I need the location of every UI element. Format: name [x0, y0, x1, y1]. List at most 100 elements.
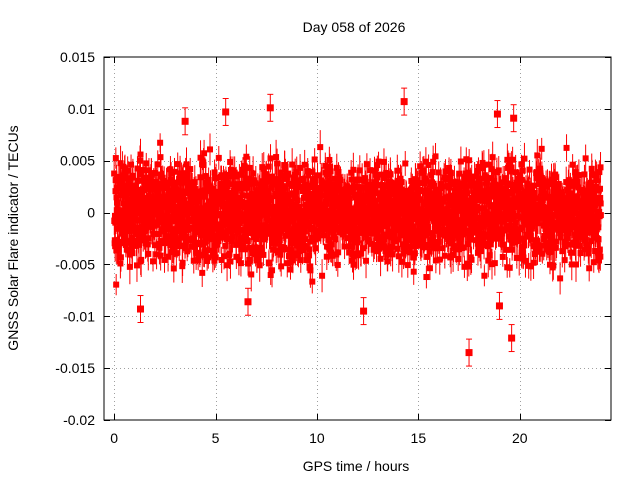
point-marker: [222, 175, 229, 182]
point-marker: [261, 185, 268, 192]
point-marker: [275, 178, 282, 185]
point-marker: [176, 198, 183, 205]
point-marker: [193, 241, 200, 248]
data-point: [272, 166, 279, 193]
point-marker: [170, 265, 177, 272]
point-marker: [223, 184, 230, 191]
data-point: [137, 138, 144, 171]
point-marker: [225, 216, 232, 223]
point-marker: [311, 176, 318, 183]
point-marker: [327, 168, 334, 175]
point-marker: [280, 207, 287, 214]
point-marker: [274, 209, 281, 216]
point-marker: [332, 185, 339, 192]
point-marker: [115, 246, 122, 253]
point-marker: [229, 181, 236, 188]
point-marker: [301, 161, 308, 168]
point-marker: [206, 146, 213, 153]
point-marker: [365, 238, 372, 245]
point-marker: [306, 190, 313, 197]
point-marker: [176, 242, 183, 249]
point-marker: [319, 272, 326, 279]
point-marker: [156, 244, 163, 251]
point-marker: [271, 235, 278, 242]
data-point: [277, 161, 284, 184]
point-marker: [297, 257, 304, 264]
point-marker: [153, 251, 160, 258]
data-point: [117, 248, 124, 279]
point-marker: [165, 192, 172, 199]
point-marker: [195, 257, 202, 264]
point-marker: [129, 172, 136, 179]
point-marker: [244, 223, 251, 230]
point-marker: [281, 162, 288, 169]
data-point: [387, 236, 394, 267]
point-marker: [378, 171, 385, 178]
point-marker: [147, 178, 154, 185]
point-marker: [314, 172, 321, 179]
point-marker: [322, 198, 329, 205]
data-point: [122, 232, 129, 258]
point-marker: [144, 241, 151, 248]
point-marker: [267, 197, 274, 204]
data-point: [205, 246, 212, 269]
point-marker: [126, 263, 133, 270]
point-marker: [256, 212, 263, 219]
point-marker: [181, 227, 188, 234]
data-point: [306, 232, 313, 267]
point-marker: [171, 168, 178, 175]
point-marker: [130, 216, 137, 223]
point-marker: [191, 179, 198, 186]
data-point: [363, 153, 370, 176]
data-point: [145, 237, 152, 271]
point-marker: [118, 192, 125, 199]
data-point: [128, 177, 135, 208]
point-marker: [282, 203, 289, 210]
point-marker: [372, 201, 379, 208]
point-marker: [191, 185, 198, 192]
point-marker: [188, 243, 195, 250]
point-marker: [239, 180, 246, 187]
point-marker: [215, 238, 222, 245]
point-marker: [302, 236, 309, 243]
point-marker: [117, 160, 124, 167]
point-marker: [136, 210, 143, 217]
point-marker: [261, 236, 268, 243]
point-marker: [356, 167, 363, 174]
point-marker: [335, 249, 342, 256]
data-point: [309, 269, 316, 294]
point-marker: [169, 226, 176, 233]
point-marker: [288, 252, 295, 259]
point-marker: [221, 253, 228, 260]
point-marker: [237, 260, 244, 267]
point-marker: [112, 218, 119, 225]
point-marker: [371, 167, 378, 174]
point-marker: [363, 257, 370, 264]
data-point: [348, 204, 355, 238]
point-marker: [349, 257, 356, 264]
point-marker: [183, 221, 190, 228]
point-marker: [304, 257, 311, 264]
point-marker: [157, 252, 164, 259]
point-marker: [130, 223, 137, 230]
point-marker: [111, 170, 118, 177]
point-marker: [175, 212, 182, 219]
data-point: [248, 257, 255, 292]
point-marker: [306, 246, 313, 253]
point-marker: [218, 256, 225, 263]
point-marker: [183, 161, 190, 168]
point-marker: [235, 194, 242, 201]
point-marker: [353, 227, 360, 234]
point-marker: [272, 240, 279, 247]
data-point: [246, 156, 253, 180]
point-marker: [119, 222, 126, 229]
point-marker: [223, 236, 230, 243]
point-marker: [371, 197, 378, 204]
point-marker: [120, 216, 127, 223]
point-marker: [256, 189, 263, 196]
point-marker: [351, 183, 358, 190]
point-marker: [137, 157, 144, 164]
point-marker: [209, 185, 216, 192]
point-marker: [265, 260, 272, 267]
point-marker: [273, 154, 280, 161]
